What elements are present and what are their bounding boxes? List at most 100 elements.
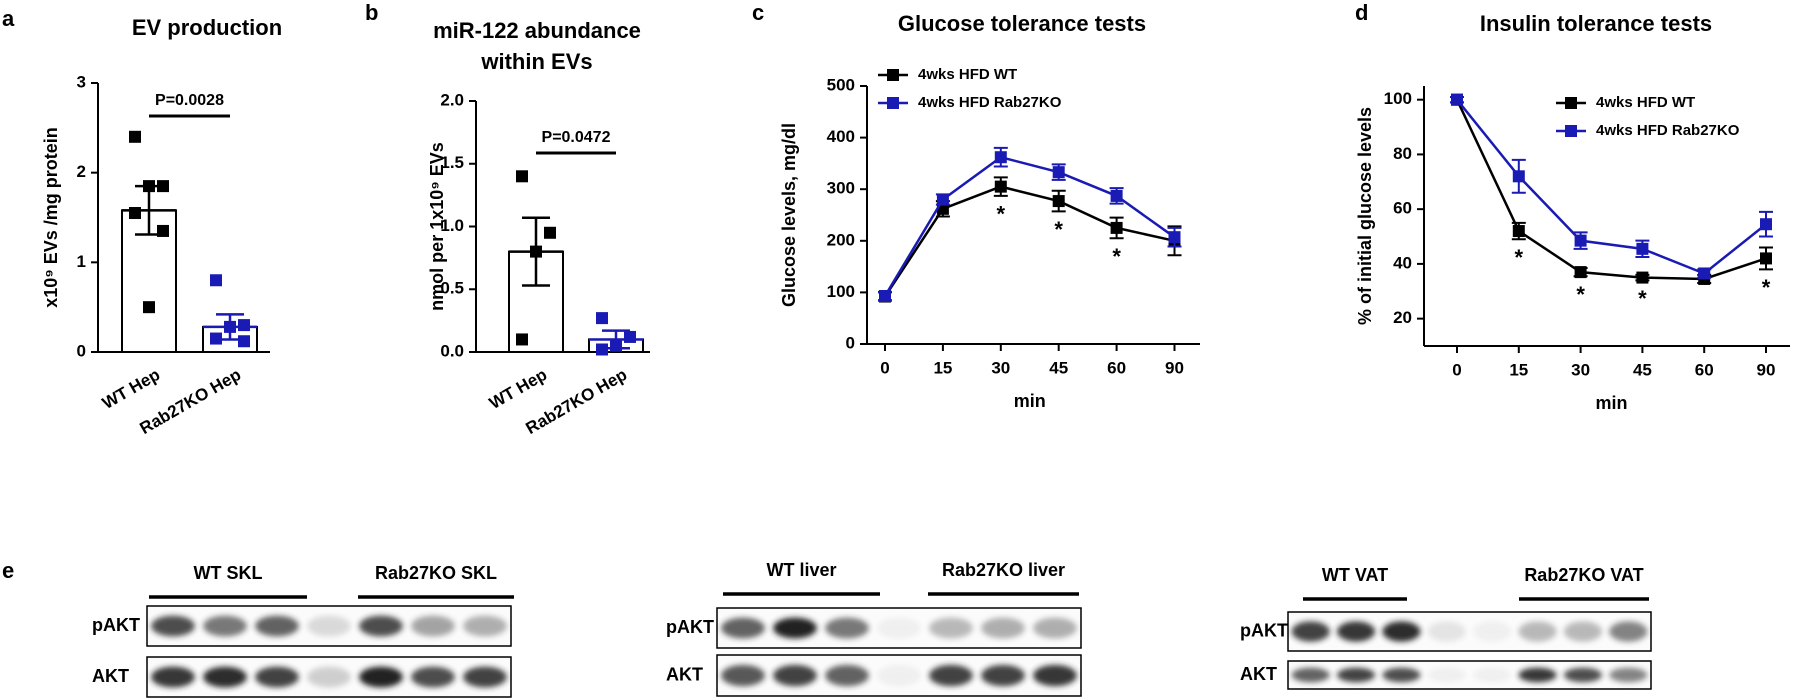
row-label: pAKT xyxy=(1240,620,1288,640)
blot-band xyxy=(981,664,1025,687)
x-tick-label: 15 xyxy=(1509,360,1528,379)
y-tick-label: 20 xyxy=(1393,308,1412,327)
group-label: Rab27KO SKL xyxy=(375,563,497,583)
data-point xyxy=(879,290,891,303)
data-point xyxy=(610,339,622,352)
y-tick-label: 200 xyxy=(827,230,855,249)
y-axis-label: % of initial glucose levels xyxy=(1355,107,1375,325)
y-tick-label: 2.0 xyxy=(440,90,464,109)
y-axis-label: Glucose levels, mg/dl xyxy=(779,123,799,307)
chart-title: Insulin tolerance tests xyxy=(1480,11,1712,36)
blot-band xyxy=(307,666,351,688)
blot-band xyxy=(1473,667,1512,683)
x-tick-label: WT Hep xyxy=(99,365,163,413)
data-point xyxy=(1512,225,1525,238)
blot-band xyxy=(1427,621,1466,642)
blot-band xyxy=(773,664,817,687)
y-tick-label: 300 xyxy=(827,179,855,198)
data-point xyxy=(157,180,169,193)
legend-marker xyxy=(1565,125,1577,137)
blot-band xyxy=(255,615,299,637)
blot-band xyxy=(151,666,195,688)
legend-marker xyxy=(887,97,899,109)
data-point xyxy=(516,170,528,183)
blot-band xyxy=(1382,667,1421,683)
blot-band xyxy=(825,664,869,687)
blot-band xyxy=(773,617,817,639)
row-label: AKT xyxy=(1240,664,1277,684)
blot-band xyxy=(1518,621,1557,642)
data-point xyxy=(530,245,542,258)
significance-marker: * xyxy=(1576,282,1585,307)
y-tick-label: 0.0 xyxy=(440,341,464,360)
significance-marker: * xyxy=(1112,244,1121,269)
y-tick-label: 0 xyxy=(77,341,86,360)
significance-marker: * xyxy=(997,202,1006,227)
blot-band xyxy=(203,615,247,637)
error-bar xyxy=(589,329,643,350)
group-label: WT SKL xyxy=(194,563,263,583)
blot-band xyxy=(1518,667,1557,683)
data-point xyxy=(994,180,1007,193)
x-tick-label: 45 xyxy=(1633,360,1652,379)
x-tick-label: 30 xyxy=(991,358,1010,377)
y-tick-label: 0.5 xyxy=(440,279,464,298)
data-point xyxy=(596,343,608,356)
row-label: AKT xyxy=(666,664,703,684)
panel-label: e xyxy=(2,558,14,583)
x-tick-label: 30 xyxy=(1571,360,1590,379)
series-line xyxy=(1456,98,1767,275)
y-tick-label: 400 xyxy=(827,127,855,146)
panel-label: d xyxy=(1355,0,1368,25)
chart-title: Glucose tolerance tests xyxy=(898,11,1146,36)
p-value: P=0.0028 xyxy=(155,92,224,109)
series-line xyxy=(883,185,1175,298)
blot-band xyxy=(877,664,921,687)
blot-band xyxy=(877,617,921,639)
data-point xyxy=(129,207,141,220)
blot-band xyxy=(1563,667,1602,683)
y-tick-label: 40 xyxy=(1393,253,1412,272)
legend-marker xyxy=(1565,97,1577,109)
blot-band xyxy=(359,666,403,688)
data-point xyxy=(516,333,528,346)
x-tick-label: 0 xyxy=(880,358,889,377)
y-tick-label: 60 xyxy=(1393,199,1412,218)
blot-band xyxy=(411,615,455,637)
blot-band xyxy=(721,664,765,687)
y-tick-label: 500 xyxy=(827,75,855,94)
data-point xyxy=(1636,271,1649,284)
y-tick-label: 1.0 xyxy=(440,216,464,235)
panel-label: a xyxy=(2,6,15,31)
data-point xyxy=(624,330,636,343)
blot-band xyxy=(1033,664,1077,687)
blot-band xyxy=(1609,621,1648,642)
group-label: Rab27KO VAT xyxy=(1524,565,1643,585)
data-point xyxy=(1760,252,1772,265)
panel-label: c xyxy=(752,0,764,25)
data-point xyxy=(129,130,141,143)
blot-band xyxy=(981,617,1025,639)
significance-marker: * xyxy=(1762,275,1771,300)
blot-band xyxy=(1609,667,1648,683)
data-point xyxy=(596,312,608,325)
legend-label: 4wks HFD Rab27KO xyxy=(918,94,1062,111)
y-tick-label: 1.5 xyxy=(440,153,464,172)
blot-band xyxy=(929,617,973,639)
significance-marker: * xyxy=(1638,286,1647,311)
y-tick-label: 2 xyxy=(77,162,86,181)
blot-band xyxy=(255,666,299,688)
data-point xyxy=(544,226,556,239)
group-label: Rab27KO liver xyxy=(942,560,1065,580)
legend-label: 4wks HFD Rab27KO xyxy=(1596,122,1740,139)
data-point xyxy=(1760,218,1772,231)
data-point xyxy=(1698,267,1711,280)
blot-band xyxy=(1291,621,1330,642)
data-point xyxy=(143,180,155,193)
blot-band xyxy=(929,664,973,687)
blot-band xyxy=(1563,621,1602,642)
x-tick-label: WT Hep xyxy=(486,365,550,413)
blot-band xyxy=(1033,617,1077,639)
x-tick-label: 15 xyxy=(933,358,952,377)
x-tick-label: 90 xyxy=(1165,358,1184,377)
